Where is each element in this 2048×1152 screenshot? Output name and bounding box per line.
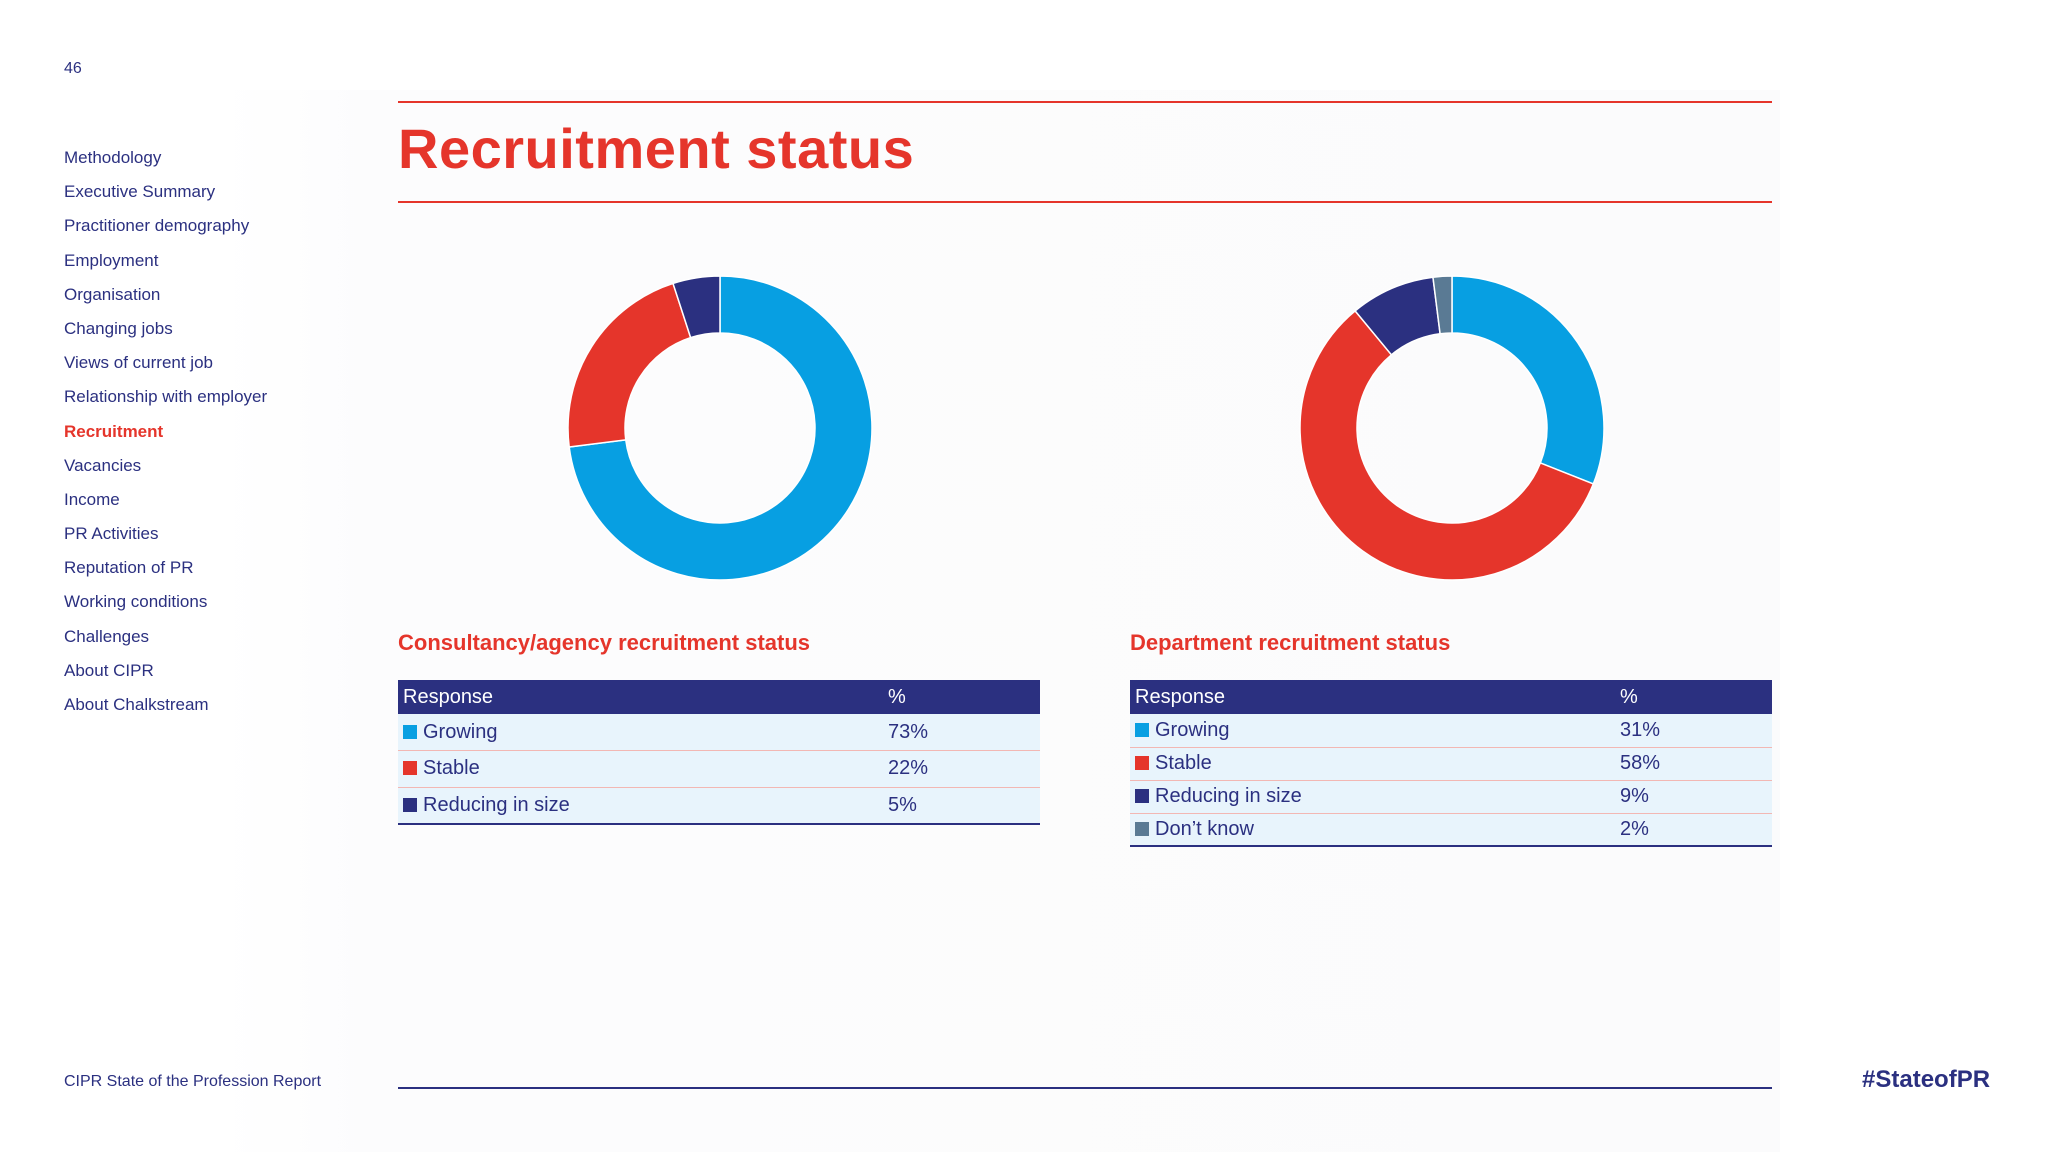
sidebar-item-employment[interactable]: Employment — [64, 250, 159, 270]
sidebar-item-challenges[interactable]: Challenges — [64, 626, 150, 646]
sidebar-item-income[interactable]: Income — [64, 489, 120, 509]
row-value: 5% — [888, 787, 1040, 825]
sidebar-item-views-of-current-job[interactable]: Views of current job — [64, 353, 213, 373]
reducing-swatch — [1135, 789, 1149, 803]
sidebar-item-recruitment[interactable]: Recruitment — [64, 421, 164, 441]
title-top-rule — [398, 101, 1772, 103]
donut-slice-dont-know — [1432, 275, 1453, 335]
sidebar-item-organisation[interactable]: Organisation — [64, 284, 161, 304]
sidebar-item-pr-activities[interactable]: PR Activities — [64, 524, 159, 544]
row-value: 2% — [1620, 813, 1772, 847]
table-row: Reducing in size 9% — [1130, 780, 1772, 814]
sidebar-item-about-chalkstream[interactable]: About Chalkstream — [64, 695, 209, 714]
donut-slice-growing — [1451, 275, 1605, 485]
table-row: Stable 22% — [398, 750, 1040, 788]
table-row: Reducing in size 5% — [398, 787, 1040, 825]
row-label: Growing — [1155, 718, 1230, 741]
sidebar-item-changing-jobs[interactable]: Changing jobs — [64, 318, 173, 338]
row-value: 22% — [888, 750, 1040, 788]
sidebar-item-executive-summary[interactable]: Executive Summary — [64, 182, 216, 202]
sidebar-item-reputation-of-pr[interactable]: Reputation of PR — [64, 558, 194, 578]
reducing-swatch — [403, 797, 417, 812]
row-value: 31% — [1620, 714, 1772, 748]
sidebar-item-working-conditions[interactable]: Working conditions — [64, 592, 208, 612]
row-value: 9% — [1620, 780, 1772, 814]
department-donut-chart — [1299, 275, 1605, 581]
footer-rule — [398, 1087, 1772, 1089]
report-name: CIPR State of the Profession Report — [64, 1073, 322, 1090]
sidebar-item-about-cipr[interactable]: About CIPR — [64, 660, 154, 680]
row-label: Stable — [1155, 752, 1212, 774]
sidebar-item-vacancies[interactable]: Vacancies — [64, 455, 142, 475]
sidebar-item-relationship-with-employer[interactable]: Relationship with employer — [64, 387, 268, 407]
response-column-header: Response — [398, 680, 888, 714]
growing-swatch — [1135, 722, 1149, 737]
donut-slice-stable — [567, 282, 692, 448]
donut-slice-reducing — [672, 275, 721, 339]
hashtag-link[interactable]: #StateofPR — [1862, 1066, 1991, 1093]
row-label: Stable — [423, 757, 480, 780]
percent-column-header: % — [1620, 680, 1772, 714]
stable-swatch — [1135, 756, 1149, 770]
sidebar-item-methodology[interactable]: Methodology — [64, 148, 162, 167]
donut-slice-growing — [568, 275, 873, 581]
sidebar-nav: Methodology Executive Summary Practition… — [64, 146, 267, 727]
consultancy-chart-title: Consultancy/agency recruitment status — [398, 630, 811, 655]
page-number: 46 — [64, 60, 82, 77]
donut-slice-stable — [1299, 309, 1595, 581]
title-bottom-rule — [398, 201, 1772, 203]
growing-swatch — [403, 724, 417, 739]
percent-column-header: % — [888, 680, 1040, 714]
consultancy-donut-chart — [567, 275, 873, 581]
row-value: 58% — [1620, 747, 1772, 781]
row-label: Don’t know — [1155, 817, 1254, 840]
table-row: Growing 73% — [398, 714, 1040, 751]
row-label: Reducing in size — [423, 793, 570, 816]
stable-swatch — [403, 761, 417, 776]
dont-know-swatch — [1135, 821, 1149, 836]
table-row: Stable 58% — [1130, 747, 1772, 781]
department-data-table: Response % Growing 31% Stable 58% Reduci… — [1130, 680, 1772, 847]
row-label: Growing — [423, 720, 498, 743]
row-value: 73% — [888, 714, 1040, 751]
row-label: Reducing in size — [1155, 785, 1302, 807]
page-title: Recruitment status — [398, 117, 915, 180]
department-chart-title: Department recruitment status — [1130, 630, 1451, 655]
response-column-header: Response — [1130, 680, 1620, 714]
content-panel — [220, 90, 1780, 1152]
table-row: Don’t know 2% — [1130, 813, 1772, 847]
consultancy-data-table: Response % Growing 73% Stable 22% Reduci… — [398, 680, 1040, 825]
sidebar-item-practitioner-demography[interactable]: Practitioner demography — [64, 216, 250, 236]
table-row: Growing 31% — [1130, 714, 1772, 748]
